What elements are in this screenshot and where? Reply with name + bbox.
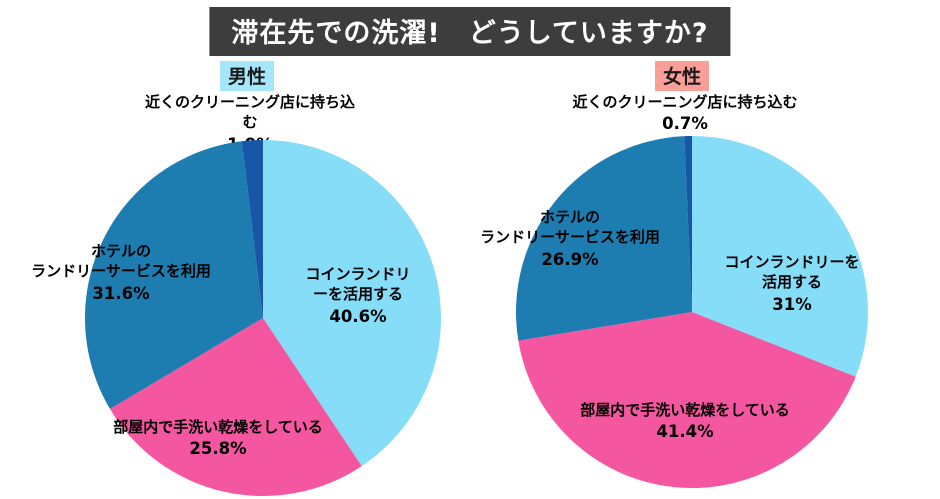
female-pie-chart — [516, 136, 868, 488]
female-coin-laundry-pct: 31% — [772, 294, 812, 314]
female-chart-section: 女性 近くのクリーニング店に持ち込む 0.7% コインランドリーを活用する 31… — [470, 0, 940, 499]
male-hotel-service-label: ホテルの ランドリーサービスを利用 31.6% — [31, 241, 211, 304]
male-coin-laundry-pct: 40.6% — [329, 306, 387, 326]
male-badge: 男性 — [219, 61, 275, 91]
male-coin-laundry-label: コインランドリーを活用する 40.6% — [302, 264, 414, 327]
female-cleaning-shop-text: 近くのクリーニング店に持ち込む — [572, 93, 798, 111]
female-hand-wash-label: 部屋内で手洗い乾燥をしている 41.4% — [580, 400, 790, 443]
male-hand-wash-label: 部屋内で手洗い乾燥をしている 25.8% — [113, 417, 323, 460]
male-hand-wash-pct: 25.8% — [189, 439, 247, 459]
female-badge: 女性 — [654, 61, 710, 91]
male-chart-section: 男性 近くのクリーニング店に持ち込む 1.9% コインランドリーを活用する 40… — [31, 61, 441, 496]
female-coin-laundry-text: コインランドリーを活用する — [724, 253, 860, 292]
male-coin-laundry-text: コインランドリーを活用する — [305, 265, 411, 304]
female-hand-wash-pct: 41.4% — [656, 422, 714, 442]
female-hotel-service-label: ホテルの ランドリーサービスを利用 26.9% — [480, 207, 660, 270]
female-hand-wash-text: 部屋内で手洗い乾燥をしている — [580, 401, 790, 419]
page-title: 滞在先での洗濯! どうしていますか? — [209, 7, 731, 56]
female-cleaning-shop-label: 近くのクリーニング店に持ち込む 0.7% — [572, 92, 797, 135]
male-hotel-service-text: ホテルの ランドリーサービスを利用 — [31, 242, 211, 281]
female-hotel-service-pct: 26.9% — [541, 249, 599, 269]
female-coin-laundry-label: コインランドリーを活用する 31% — [718, 252, 866, 315]
male-pie-chart — [85, 140, 441, 496]
male-hand-wash-text: 部屋内で手洗い乾燥をしている — [113, 418, 323, 436]
female-cleaning-shop-pct: 0.7% — [662, 114, 708, 134]
female-hotel-service-text: ホテルの ランドリーサービスを利用 — [480, 208, 660, 247]
male-cleaning-shop-text: 近くのクリーニング店に持ち込む — [144, 93, 355, 132]
male-hotel-service-pct: 31.6% — [92, 283, 150, 303]
